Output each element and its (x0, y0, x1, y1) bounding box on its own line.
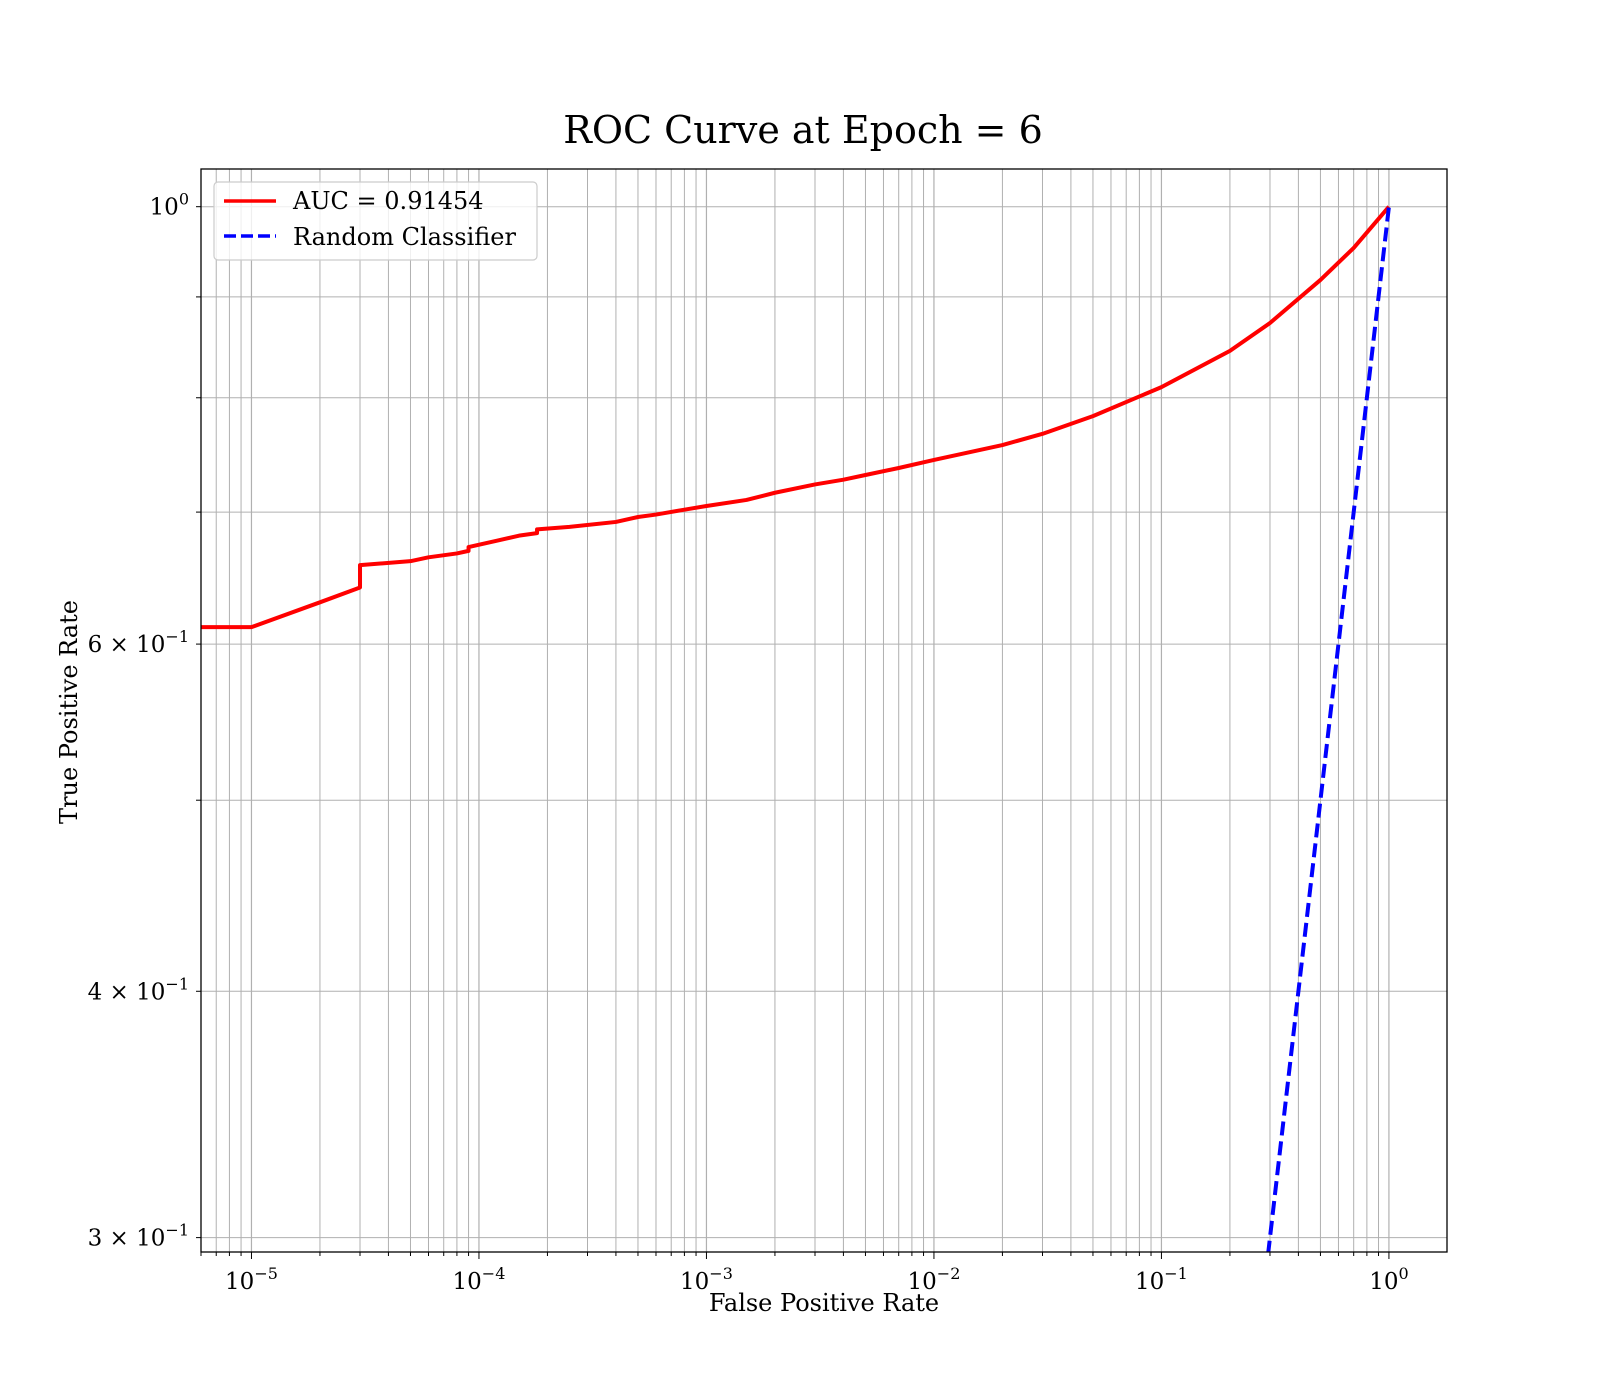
x-axis-label: False Positive Rate (709, 1289, 939, 1317)
x-tick-label: 10−4 (453, 1264, 506, 1295)
grid-lines (200, 169, 1447, 1252)
chart-title: ROC Curve at Epoch = 6 (563, 108, 1043, 152)
y-tick-label: 6 × 10−1 (88, 627, 189, 658)
x-tick-label: 10−1 (1135, 1264, 1188, 1295)
x-tick-label: 10−5 (225, 1264, 278, 1295)
y-tick-label: 3 × 10−1 (88, 1221, 189, 1252)
x-tick-label: 100 (1369, 1264, 1408, 1295)
series-lines (201, 205, 1391, 1252)
x-tick-label: 10−3 (680, 1264, 733, 1295)
y-tick-label: 100 (150, 190, 189, 221)
x-tick-label: 10−2 (908, 1264, 961, 1295)
axis-ticks: 10−5 10−4 10−3 10−2 10−1 100 100 6 × 10−1 4 × 10… (88, 190, 1409, 1295)
legend-label-random: Random Classifier (293, 223, 516, 251)
legend: AUC = 0.91454 Random Classifier (213, 181, 538, 261)
plot-frame (200, 168, 1448, 1253)
roc-curve-line (201, 205, 1391, 630)
y-axis-label: True Positive Rate (55, 600, 83, 824)
legend-box (213, 181, 538, 261)
legend-label-auc: AUC = 0.91454 (292, 187, 484, 215)
random-classifier-line (1266, 206, 1391, 1252)
y-tick-label: 4 × 10−1 (88, 974, 189, 1005)
